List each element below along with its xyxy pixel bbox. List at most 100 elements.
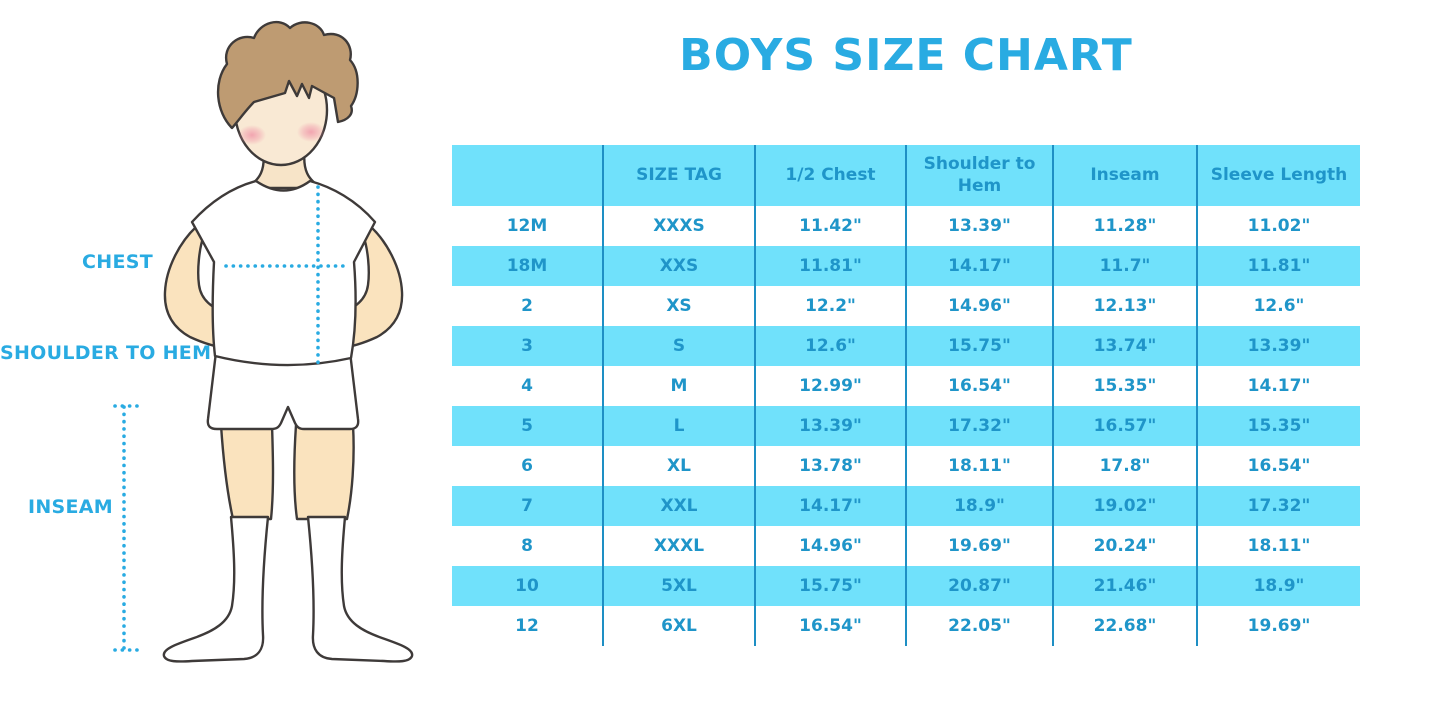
value-cell: XXXS (603, 206, 756, 246)
value-cell: 14.96" (906, 286, 1054, 326)
column-header: Sleeve Length (1197, 145, 1360, 206)
value-cell: 18.11" (906, 446, 1054, 486)
column-header: SIZE TAG (603, 145, 756, 206)
column-header: Shoulder to Hem (906, 145, 1054, 206)
table-row: 8 XXXL 14.96" 19.69" 20.24" 18.11" (452, 526, 1360, 566)
value-cell: 16.54" (755, 606, 907, 646)
size-cell: 3 (452, 326, 604, 366)
value-cell: 5XL (603, 566, 756, 606)
value-cell: 13.39" (1197, 326, 1360, 366)
boy-illustration (113, 20, 414, 663)
chest-label: CHEST (82, 251, 153, 273)
value-cell: 18.9" (906, 486, 1054, 526)
table-row: 4 M 12.99" 16.54" 15.35" 14.17" (452, 366, 1360, 406)
value-cell: 17.8" (1053, 446, 1198, 486)
value-cell: 13.39" (755, 406, 907, 446)
size-cell: 2 (452, 286, 604, 326)
page-title: BOYS SIZE CHART (679, 30, 1133, 81)
size-cell: 5 (452, 406, 604, 446)
value-cell: 11.81" (755, 246, 907, 286)
value-cell: 16.54" (906, 366, 1054, 406)
value-cell: 13.78" (755, 446, 907, 486)
value-cell: M (603, 366, 756, 406)
boy-cheek-left (238, 125, 266, 145)
value-cell: 14.17" (755, 486, 907, 526)
table-row: 10 5XL 15.75" 20.87" 21.46" 18.9" (452, 566, 1360, 606)
value-cell: 11.02" (1247, 216, 1311, 236)
value-cell: 20.87" (906, 566, 1054, 606)
value-cell: S (603, 326, 756, 366)
value-cell: 19.69" (1247, 616, 1311, 636)
size-cell: 6 (452, 446, 604, 486)
size-table-body: 12M XXXS 11.42" 13.39" 11.28" 11.02" 18M XXS 11.… (452, 206, 1360, 646)
value-cell: 6XL (603, 606, 756, 646)
value-cell: 16.54" (1247, 456, 1311, 476)
value-cell: 13.39" (906, 206, 1054, 246)
value-cell: 15.35" (1053, 366, 1198, 406)
header-row: SIZE TAG 1/2 Chest Shoulder to Hem Inseam Sl… (452, 145, 1360, 206)
size-cell: 12M (452, 206, 604, 246)
boy-cheek-right (297, 122, 325, 142)
boy-left-sock (162, 515, 270, 663)
value-cell: 17.32" (906, 406, 1054, 446)
value-cell: 11.28" (1053, 206, 1198, 246)
value-cell: 17.32" (1197, 486, 1360, 526)
value-cell: 11.7" (1053, 246, 1198, 286)
boy-shorts (206, 350, 360, 431)
value-cell: L (603, 406, 756, 446)
value-cell: 11.81" (1197, 246, 1360, 286)
inseam-label: INSEAM (27, 496, 113, 518)
value-cell: 12.99" (755, 366, 907, 406)
column-header: Inseam (1053, 145, 1198, 206)
value-cell: XXXL (603, 526, 756, 566)
value-cell: 19.02" (1053, 486, 1198, 526)
table-row: 5 L 13.39" 17.32" 16.57" 15.35" (452, 406, 1360, 446)
column-header: 1/2 Chest (755, 145, 907, 206)
table-row: 7 XXL 14.17" 18.9" 19.02" 17.32" (452, 486, 1360, 526)
measurement-lines (113, 185, 345, 652)
corner-header (452, 145, 604, 206)
value-cell: 12.6" (1253, 296, 1305, 316)
value-cell: 13.74" (1053, 326, 1198, 366)
size-cell: 12 (452, 606, 604, 646)
value-cell: 19.69" (906, 526, 1054, 566)
size-cell: 10 (452, 566, 604, 606)
table-row: 12M XXXS 11.42" 13.39" 11.28" 11.02" (452, 206, 1360, 246)
table-row: 18M XXS 11.81" 14.17" 11.7" 11.81" (452, 246, 1360, 286)
value-cell: 15.75" (906, 326, 1054, 366)
table-row: 6 XL 13.78" 18.11" 17.8" 16.54" (452, 446, 1360, 486)
value-cell: 20.24" (1053, 526, 1198, 566)
table-row: 12 6XL 16.54" 22.05" 22.68" 19.69" (452, 606, 1360, 646)
boy-shirt (190, 179, 377, 367)
value-cell: 12.2" (755, 286, 907, 326)
value-cell: 18.9" (1197, 566, 1360, 606)
value-cell: 12.6" (755, 326, 907, 366)
table-row: 2 XS 12.2" 14.96" 12.13" 12.6" (452, 286, 1360, 326)
boy-right-leg (293, 423, 355, 521)
boy-right-sock (306, 515, 414, 663)
value-cell: 22.68" (1053, 606, 1198, 646)
value-cell: 18.11" (1247, 536, 1311, 556)
size-cell: 7 (452, 486, 604, 526)
value-cell: XXL (603, 486, 756, 526)
value-cell: 15.75" (755, 566, 907, 606)
value-cell: 16.57" (1053, 406, 1198, 446)
value-cell: 12.13" (1053, 286, 1198, 326)
value-cell: 14.17" (906, 246, 1054, 286)
value-cell: XL (603, 446, 756, 486)
boy-left-leg (219, 423, 275, 521)
size-cell: 4 (452, 366, 604, 406)
value-cell: XXS (603, 246, 756, 286)
shoulder-to-hem-label: SHOULDER TO HEM (0, 342, 212, 364)
value-cell: 22.05" (906, 606, 1054, 646)
table-row: 3 S 12.6" 15.75" 13.74" 13.39" (452, 326, 1360, 366)
value-cell: XS (603, 286, 756, 326)
size-table: SIZE TAG 1/2 Chest Shoulder to Hem Inseam Sl… (452, 145, 1360, 646)
value-cell: 14.17" (1247, 376, 1311, 396)
size-cell: 8 (452, 526, 604, 566)
boy-hair (216, 20, 359, 130)
value-cell: 15.35" (1197, 406, 1360, 446)
value-cell: 14.96" (755, 526, 907, 566)
value-cell: 21.46" (1053, 566, 1198, 606)
